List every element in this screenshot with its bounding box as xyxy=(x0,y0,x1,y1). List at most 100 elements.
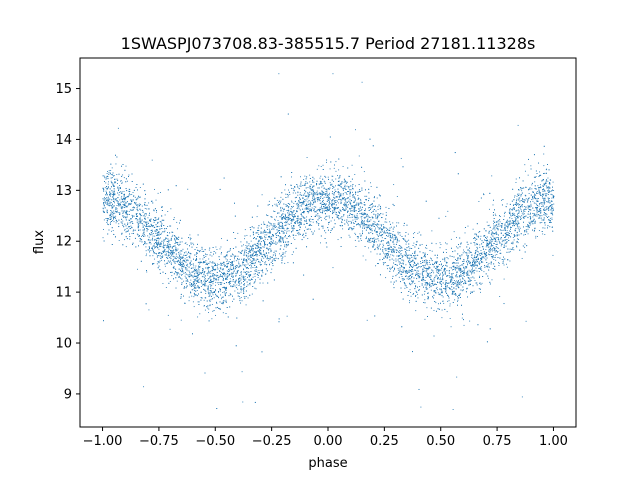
data-point xyxy=(160,232,162,234)
data-point xyxy=(274,203,276,205)
data-point xyxy=(503,240,505,242)
data-point xyxy=(329,200,330,202)
data-point xyxy=(123,190,125,192)
data-point xyxy=(422,260,424,262)
data-point xyxy=(266,254,268,256)
data-point xyxy=(465,272,467,274)
data-point xyxy=(184,260,186,262)
data-point xyxy=(536,191,538,192)
data-point xyxy=(482,249,484,250)
data-point xyxy=(128,226,130,228)
data-point xyxy=(544,234,546,235)
data-point xyxy=(177,261,179,262)
data-point xyxy=(524,170,526,172)
data-point xyxy=(171,253,173,255)
data-point xyxy=(435,288,437,289)
data-point xyxy=(463,324,465,326)
data-point xyxy=(525,320,527,322)
data-point xyxy=(156,211,157,213)
data-point xyxy=(274,242,276,244)
data-point xyxy=(430,289,432,291)
data-point xyxy=(481,253,483,255)
data-point xyxy=(493,247,495,248)
data-point xyxy=(533,210,535,211)
data-point xyxy=(505,263,507,265)
data-point xyxy=(538,205,540,207)
data-point xyxy=(414,250,416,252)
data-point xyxy=(338,169,340,171)
data-point xyxy=(245,245,247,246)
data-point xyxy=(207,274,209,276)
data-point xyxy=(462,272,464,274)
data-point xyxy=(353,196,355,198)
data-point xyxy=(208,299,210,301)
data-point xyxy=(375,214,377,216)
data-point xyxy=(191,289,193,291)
data-point xyxy=(199,278,201,280)
data-point xyxy=(478,231,480,233)
data-point xyxy=(366,214,368,216)
data-point xyxy=(487,277,489,279)
data-point xyxy=(385,277,387,279)
data-point xyxy=(494,249,496,251)
data-point xyxy=(490,240,492,242)
data-point xyxy=(107,198,109,200)
data-point xyxy=(349,189,351,191)
data-point xyxy=(141,205,143,207)
data-point xyxy=(128,174,130,176)
data-point xyxy=(289,218,290,220)
data-point xyxy=(205,293,207,294)
data-point xyxy=(254,287,256,289)
data-point xyxy=(516,198,518,200)
data-point xyxy=(510,215,512,217)
data-point xyxy=(155,242,156,243)
data-point xyxy=(345,204,347,206)
data-point xyxy=(322,164,324,166)
data-point xyxy=(522,211,524,213)
data-point xyxy=(110,180,112,182)
data-point xyxy=(321,186,323,188)
data-point xyxy=(433,310,435,311)
data-point xyxy=(544,227,546,229)
data-point xyxy=(311,219,313,221)
data-point xyxy=(192,275,193,277)
data-point xyxy=(436,289,438,291)
data-point xyxy=(253,252,254,254)
data-point xyxy=(390,226,392,228)
data-point xyxy=(427,292,428,294)
data-point xyxy=(411,266,413,268)
data-point xyxy=(123,211,125,213)
data-point xyxy=(385,232,386,234)
data-point xyxy=(403,263,404,265)
data-point xyxy=(229,278,231,280)
data-point xyxy=(124,199,126,201)
data-point xyxy=(399,234,401,236)
data-point xyxy=(282,253,284,255)
data-point xyxy=(543,214,545,216)
data-point xyxy=(403,225,405,227)
data-point xyxy=(359,190,361,192)
data-point xyxy=(369,239,371,241)
data-point xyxy=(349,202,351,203)
data-point xyxy=(182,270,184,272)
data-point xyxy=(516,246,518,248)
data-point xyxy=(185,272,186,274)
data-point xyxy=(304,210,306,212)
data-point xyxy=(292,211,294,213)
data-point xyxy=(216,266,218,268)
data-point xyxy=(440,292,442,294)
data-point xyxy=(480,266,482,267)
data-point xyxy=(108,170,110,172)
data-point xyxy=(252,260,254,262)
data-point xyxy=(518,238,519,240)
data-point xyxy=(228,283,230,285)
data-point xyxy=(267,258,269,259)
data-point xyxy=(409,302,410,304)
data-point xyxy=(272,227,274,229)
data-point xyxy=(392,231,394,232)
data-point xyxy=(301,215,303,217)
data-point xyxy=(108,181,109,183)
data-point xyxy=(222,268,224,270)
data-point xyxy=(410,273,412,275)
data-point xyxy=(196,270,198,272)
